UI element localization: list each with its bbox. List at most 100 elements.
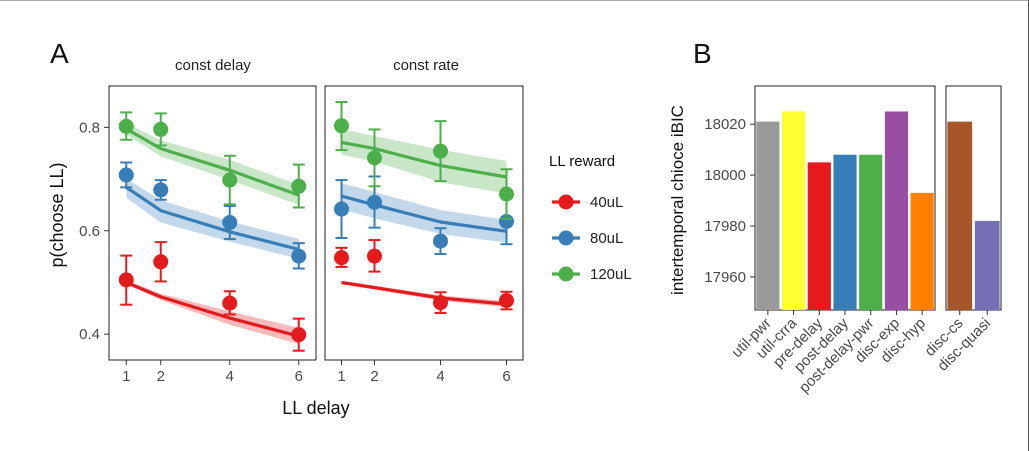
point-marker bbox=[222, 214, 238, 230]
data-point-40ul-x1 bbox=[334, 246, 349, 268]
data-point-80ul-x2 bbox=[153, 179, 169, 201]
bar-util-pwr bbox=[756, 121, 780, 311]
x-axis-ticks: 1 2 4 6 1 2 4 6 bbox=[122, 360, 511, 385]
facet-const-rate-plot bbox=[324, 85, 524, 361]
legend-label-80ul: 80uL bbox=[590, 230, 623, 247]
point-marker bbox=[334, 201, 349, 217]
data-point-120ul-x4 bbox=[433, 120, 448, 183]
data-point-80ul-x4 bbox=[433, 227, 448, 256]
x-tick-label: 2 bbox=[157, 368, 165, 385]
data-point-80ul-x6 bbox=[291, 242, 307, 270]
point-marker bbox=[334, 118, 349, 134]
point-marker bbox=[367, 194, 382, 210]
point-marker bbox=[118, 272, 134, 288]
legend-label-40ul: 40uL bbox=[590, 194, 623, 211]
data-point-80ul-x4 bbox=[222, 204, 238, 241]
point-marker bbox=[291, 178, 307, 194]
b-bars bbox=[754, 85, 1002, 311]
y-tick-label: 0.6 bbox=[79, 223, 100, 240]
y-axis-title: p(choose LL) bbox=[47, 162, 67, 267]
bar-post-delay bbox=[833, 154, 857, 310]
facet-frame bbox=[108, 85, 317, 361]
fit-line-40ul bbox=[125, 281, 300, 338]
data-point-40ul-x6 bbox=[499, 290, 514, 311]
x-tick-label: 6 bbox=[502, 368, 510, 385]
data-point-120ul-x6 bbox=[291, 163, 307, 209]
data-point-40ul-x4 bbox=[222, 290, 238, 316]
data-point-40ul-x6 bbox=[291, 317, 307, 352]
x-tick-label: 1 bbox=[337, 368, 345, 385]
bar-disc-exp bbox=[884, 111, 908, 310]
y-axis-ticks: 0.4 0.6 0.8 bbox=[79, 119, 109, 343]
legend-key-dot-40ul bbox=[558, 194, 574, 210]
point-marker bbox=[367, 150, 382, 166]
b-y-axis-ticks: 17960 17980 18000 18020 bbox=[704, 116, 755, 286]
legend-key-dot-120ul bbox=[558, 266, 574, 282]
point-marker bbox=[222, 172, 238, 188]
data-point-120ul-x2 bbox=[153, 112, 169, 147]
fit-line-80ul bbox=[341, 194, 507, 233]
bar-post-delay-pwr bbox=[859, 154, 883, 310]
fit-ribbon-80ul bbox=[341, 183, 507, 243]
panel-b: B intertemporal chioce iBIC 17960 17980 18… bbox=[668, 38, 1002, 396]
point-marker bbox=[499, 186, 514, 202]
point-marker bbox=[291, 248, 307, 264]
point-marker bbox=[433, 233, 448, 249]
fit-line-120ul bbox=[341, 140, 507, 179]
b-y-tick-label: 18020 bbox=[704, 116, 746, 133]
fit-line-120ul bbox=[125, 127, 300, 197]
facet-const-delay-plot bbox=[108, 85, 317, 361]
point-marker bbox=[291, 327, 307, 343]
data-point-80ul-x1 bbox=[334, 179, 349, 239]
point-marker bbox=[433, 143, 448, 159]
x-tick-label: 6 bbox=[295, 368, 303, 385]
legend-key-dot-80ul bbox=[558, 230, 574, 246]
b-y-tick-label: 18000 bbox=[704, 167, 746, 184]
point-marker bbox=[222, 295, 238, 311]
data-point-120ul-x2 bbox=[367, 128, 382, 188]
bar-util-crra bbox=[782, 111, 806, 310]
facet-title-const-delay: const delay bbox=[175, 57, 251, 74]
data-point-40ul-x4 bbox=[433, 291, 448, 314]
panel-b-letter: B bbox=[693, 38, 712, 69]
point-marker bbox=[153, 182, 169, 198]
legend-label-120ul: 120uL bbox=[590, 266, 632, 283]
facet-title-const-rate: const rate bbox=[393, 57, 459, 74]
bar-disc-cs bbox=[947, 121, 973, 311]
bar-disc-hyp bbox=[910, 192, 934, 310]
fit-line-40ul bbox=[341, 280, 507, 306]
data-point-120ul-x4 bbox=[222, 154, 238, 206]
legend-title: LL reward bbox=[549, 153, 615, 170]
b-facet-frame bbox=[945, 85, 1002, 311]
point-marker bbox=[118, 118, 134, 134]
y-tick-label: 0.4 bbox=[79, 326, 100, 343]
data-point-120ul-x1 bbox=[334, 101, 349, 152]
b-y-tick-label: 17980 bbox=[704, 218, 746, 235]
point-marker bbox=[153, 254, 169, 270]
point-marker bbox=[367, 248, 382, 264]
point-marker bbox=[118, 167, 134, 183]
x-tick-label: 2 bbox=[370, 368, 378, 385]
fit-line-80ul bbox=[125, 185, 300, 251]
data-point-40ul-x2 bbox=[153, 241, 169, 283]
x-axis-title: LL delay bbox=[282, 398, 349, 418]
point-marker bbox=[499, 293, 514, 309]
y-tick-label: 0.8 bbox=[79, 119, 100, 136]
point-marker bbox=[153, 121, 169, 137]
point-marker bbox=[499, 213, 514, 229]
b-x-axis-ticks: util-pwrutil-crrapre-delaypost-delaypost… bbox=[728, 310, 994, 396]
bar-pre-delay bbox=[807, 162, 831, 310]
x-tick-label: 1 bbox=[122, 368, 130, 385]
bar-disc-quasi bbox=[974, 220, 1000, 310]
data-point-120ul-x6 bbox=[499, 168, 514, 220]
x-tick-label: 4 bbox=[436, 368, 444, 385]
point-marker bbox=[433, 295, 448, 311]
data-point-40ul-x1 bbox=[118, 254, 134, 306]
panel-a-letter: A bbox=[50, 38, 69, 69]
data-point-40ul-x2 bbox=[367, 239, 382, 273]
b-y-axis-title: intertemporal chioce iBIC bbox=[668, 105, 687, 295]
b-y-tick-label: 17960 bbox=[704, 269, 746, 286]
panel-a: A const delay const rate p(choose LL) LL… bbox=[47, 38, 632, 418]
facet-frame bbox=[324, 85, 524, 361]
